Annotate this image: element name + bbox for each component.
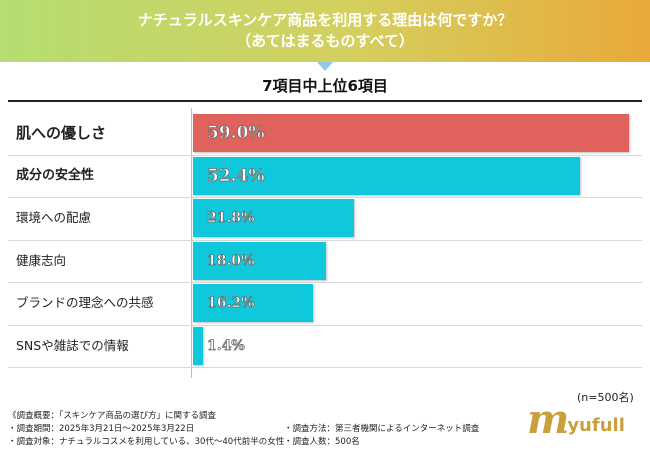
- chart-subtitle: 7項目中上位6項目: [262, 77, 388, 95]
- row-divider: [8, 197, 642, 198]
- survey-target-note: ・調査対象：ナチュラルコスメを利用している、30代～40代前半の女性: [8, 437, 285, 447]
- category-label: 健康志向: [16, 252, 67, 268]
- bar-row: 肌への優しさ 59.0%: [0, 112, 650, 154]
- bar-row: 環境への配慮 21.8%: [0, 197, 650, 239]
- bar-row: SNSや雑誌での情報 1.4%: [0, 325, 650, 367]
- bar-value-label: 18.0%: [207, 252, 255, 269]
- bar-value-label: 1.4%: [207, 337, 245, 354]
- bar-row: 健康志向 18.0%: [0, 240, 650, 282]
- category-label: ブランドの理念への共感: [16, 295, 154, 310]
- bar-value-label: 59.0%: [207, 123, 265, 144]
- bar: [193, 284, 313, 322]
- bar: [193, 199, 355, 237]
- logo-mark: m: [527, 396, 570, 443]
- header-pointer-arrow-icon: [317, 62, 333, 71]
- bar-row: 成分の安全性 52.4%: [0, 155, 650, 197]
- top-divider: [8, 100, 642, 102]
- bar: [193, 156, 581, 195]
- row-divider: [8, 324, 642, 326]
- chart-title-line2: （あてはまるものすべて）: [236, 32, 414, 50]
- survey-respondents-note: ・調査人数：500名: [284, 437, 360, 447]
- survey-period-note: ・調査期間：2025年3月21日～2025年3月22日: [8, 424, 195, 434]
- logo-text: yufull: [567, 415, 625, 436]
- bar-row: ブランドの理念への共感 16.2%: [0, 282, 650, 324]
- category-label: 肌への優しさ: [16, 124, 107, 142]
- category-label: SNSや雑誌での情報: [16, 337, 129, 353]
- bar: [193, 326, 204, 365]
- bar-value-label: 21.8%: [207, 210, 255, 227]
- category-label: 成分の安全性: [16, 167, 95, 183]
- category-label: 環境への配慮: [16, 210, 92, 225]
- myufull-logo: myufull: [527, 400, 625, 444]
- bar: [193, 241, 327, 280]
- chart-title-line1: ナチュラルスキンケア商品を利用する理由は何ですか？: [137, 11, 513, 29]
- survey-overview-note: 《調査概要：「スキンケア商品の選び方」に関する調査: [8, 411, 216, 421]
- row-divider: [8, 239, 642, 241]
- sample-size-note: (n=500名): [577, 391, 634, 404]
- bar-value-label: 16.2%: [207, 295, 255, 312]
- row-divider: [8, 154, 642, 156]
- row-divider: [8, 367, 642, 368]
- row-divider: [8, 282, 642, 283]
- category-axis-line: [191, 108, 192, 378]
- survey-method-note: ・調査方法：第三者機関によるインターネット調査: [284, 424, 480, 434]
- bar-value-label: 52.4%: [207, 165, 265, 186]
- chart-header: ナチュラルスキンケア商品を利用する理由は何ですか？ （あてはまるものすべて）: [0, 0, 650, 62]
- bar: [193, 114, 629, 152]
